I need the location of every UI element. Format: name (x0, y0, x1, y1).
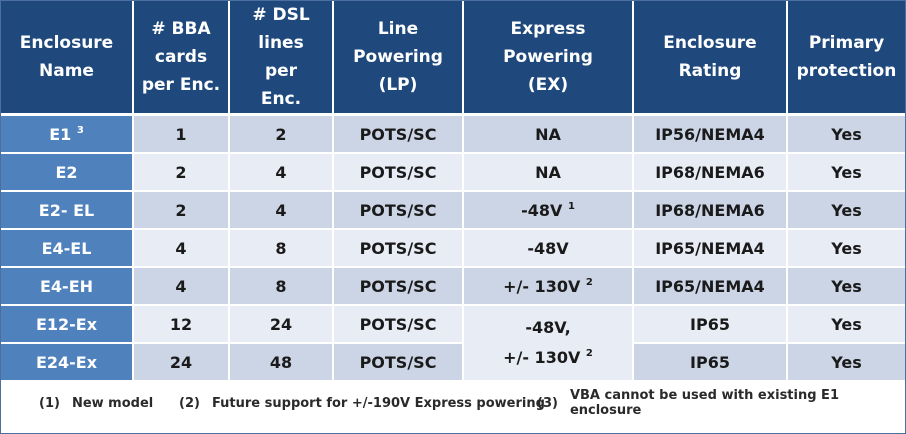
dsl-lines-cell: 4 (229, 191, 334, 230)
table-row: E4-EH 4 8 POTS/SC +/- 130V 2 IP65/NEMA4 … (1, 267, 905, 306)
table-row: E2- EL 2 4 POTS/SC -48V 1 IP68/NEMA6 Yes (1, 191, 905, 230)
line-powering-cell: POTS/SC (333, 114, 464, 154)
header-enclosure-rating: Enclosure Rating (633, 1, 788, 115)
enclosure-name-cell: E24-Ex (1, 343, 134, 382)
header-line-powering: Line Powering (LP) (333, 1, 464, 115)
enclosure-rating-cell: IP65/NEMA4 (633, 229, 788, 268)
footnote-3: (3) VBA cannot be used with existing E1 … (537, 388, 839, 418)
enclosure-name-cell: E4-EL (1, 229, 134, 268)
bba-cards-cell: 2 (133, 191, 230, 230)
line-powering-cell: POTS/SC (333, 343, 464, 382)
express-powering-cell: -48V 1 (463, 191, 634, 230)
enclosure-rating-cell: IP65/NEMA4 (633, 267, 788, 306)
enclosure-rating-cell: IP68/NEMA6 (633, 191, 788, 230)
dsl-lines-cell: 4 (229, 153, 334, 192)
enclosure-rating-cell: IP56/NEMA4 (633, 114, 788, 154)
enclosure-name-cell: E2- EL (1, 191, 134, 230)
primary-protection-cell: Yes (787, 229, 905, 268)
line-powering-cell: POTS/SC (333, 191, 464, 230)
header-primary-protection: Primary protection (787, 1, 905, 115)
enclosure-name-cell: E12-Ex (1, 305, 134, 344)
footnotes: (1) New model (2) Future support for +/-… (1, 373, 905, 433)
enclosure-rating-cell: IP68/NEMA6 (633, 153, 788, 192)
footnote-2: (2) Future support for +/-190V Express p… (179, 395, 545, 411)
enclosure-name-cell: E2 (1, 153, 134, 192)
line-powering-cell: POTS/SC (333, 153, 464, 192)
table-row: E2 2 4 POTS/SC NA IP68/NEMA6 Yes (1, 153, 905, 192)
primary-protection-cell: Yes (787, 191, 905, 230)
bba-cards-cell: 12 (133, 305, 230, 344)
express-powering-cell: NA (463, 114, 634, 154)
dsl-lines-cell: 2 (229, 114, 334, 154)
table-row: E12-Ex 12 24 POTS/SC -48V, +/- 130V 2 IP… (1, 305, 905, 382)
enclosure-rating-cell: IP65 (633, 305, 788, 344)
express-powering-merged-cell: -48V, +/- 130V 2 (463, 305, 634, 382)
dsl-lines-cell: 24 (229, 305, 334, 344)
enclosure-name-cell: E4-EH (1, 267, 134, 306)
line-powering-cell: POTS/SC (333, 267, 464, 306)
dsl-lines-cell: 48 (229, 343, 334, 382)
bba-cards-cell: 1 (133, 114, 230, 154)
dsl-lines-cell: 8 (229, 229, 334, 268)
line-powering-cell: POTS/SC (333, 229, 464, 268)
header-row: Enclosure Name # BBA cards per Enc. # DSL l… (1, 1, 905, 115)
header-dsl-lines: # DSL lines per Enc. (229, 1, 334, 115)
footnote-1: (1) New model (39, 395, 154, 411)
bba-cards-cell: 24 (133, 343, 230, 382)
header-express-powering: Express Powering (EX) (463, 1, 634, 115)
enclosure-rating-cell: IP65 (633, 343, 788, 382)
bba-cards-cell: 4 (133, 229, 230, 268)
table-row: E24-Ex 24 48 POTS/SC IP65 Yes (1, 343, 905, 382)
header-enclosure-name: Enclosure Name (1, 1, 134, 115)
bba-cards-cell: 2 (133, 153, 230, 192)
primary-protection-cell: Yes (787, 305, 905, 344)
dsl-lines-cell: 8 (229, 267, 334, 306)
primary-protection-cell: Yes (787, 153, 905, 192)
primary-protection-cell: Yes (787, 114, 905, 154)
header-bba-cards: # BBA cards per Enc. (133, 1, 230, 115)
line-powering-cell: POTS/SC (333, 305, 464, 344)
table-row: E4-EL 4 8 POTS/SC -48V IP65/NEMA4 Yes (1, 229, 905, 268)
express-powering-cell: NA (463, 153, 634, 192)
enclosure-table: Enclosure Name # BBA cards per Enc. # DSL l… (1, 1, 905, 382)
express-powering-cell: -48V (463, 229, 634, 268)
express-powering-cell: +/- 130V 2 (463, 267, 634, 306)
primary-protection-cell: Yes (787, 343, 905, 382)
enclosure-name-cell: E1 3 (1, 114, 134, 154)
bba-cards-cell: 4 (133, 267, 230, 306)
primary-protection-cell: Yes (787, 267, 905, 306)
table-row: E1 3 1 2 POTS/SC NA IP56/NEMA4 Yes (1, 114, 905, 154)
